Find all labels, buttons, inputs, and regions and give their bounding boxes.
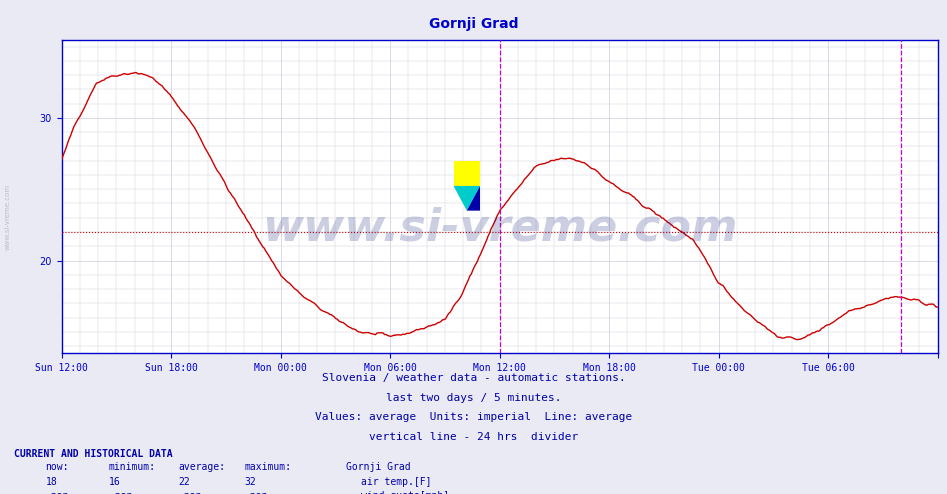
Text: CURRENT AND HISTORICAL DATA: CURRENT AND HISTORICAL DATA (14, 449, 173, 458)
Text: Values: average  Units: imperial  Line: average: Values: average Units: imperial Line: av… (314, 412, 633, 422)
Text: Gornji Grad: Gornji Grad (346, 462, 410, 472)
Text: last two days / 5 minutes.: last two days / 5 minutes. (385, 393, 562, 403)
Text: wind gusts[mph]: wind gusts[mph] (361, 491, 449, 494)
Text: air temp.[F]: air temp.[F] (361, 477, 431, 487)
Text: Slovenia / weather data - automatic stations.: Slovenia / weather data - automatic stat… (322, 373, 625, 383)
Text: vertical line - 24 hrs  divider: vertical line - 24 hrs divider (369, 432, 578, 442)
Text: www.si-vreme.com: www.si-vreme.com (5, 184, 10, 250)
Text: -nan: -nan (109, 491, 133, 494)
Text: -nan: -nan (45, 491, 69, 494)
Text: -nan: -nan (244, 491, 268, 494)
Text: minimum:: minimum: (109, 462, 156, 472)
Text: 16: 16 (109, 477, 120, 487)
Text: average:: average: (178, 462, 225, 472)
Polygon shape (454, 161, 480, 186)
Text: 22: 22 (178, 477, 189, 487)
Text: www.si-vreme.com: www.si-vreme.com (261, 206, 738, 249)
Text: -nan: -nan (178, 491, 202, 494)
Text: 32: 32 (244, 477, 256, 487)
Polygon shape (454, 186, 480, 210)
Text: Gornji Grad: Gornji Grad (429, 17, 518, 31)
Text: now:: now: (45, 462, 69, 472)
Polygon shape (467, 186, 480, 210)
Text: 18: 18 (45, 477, 57, 487)
Text: maximum:: maximum: (244, 462, 292, 472)
